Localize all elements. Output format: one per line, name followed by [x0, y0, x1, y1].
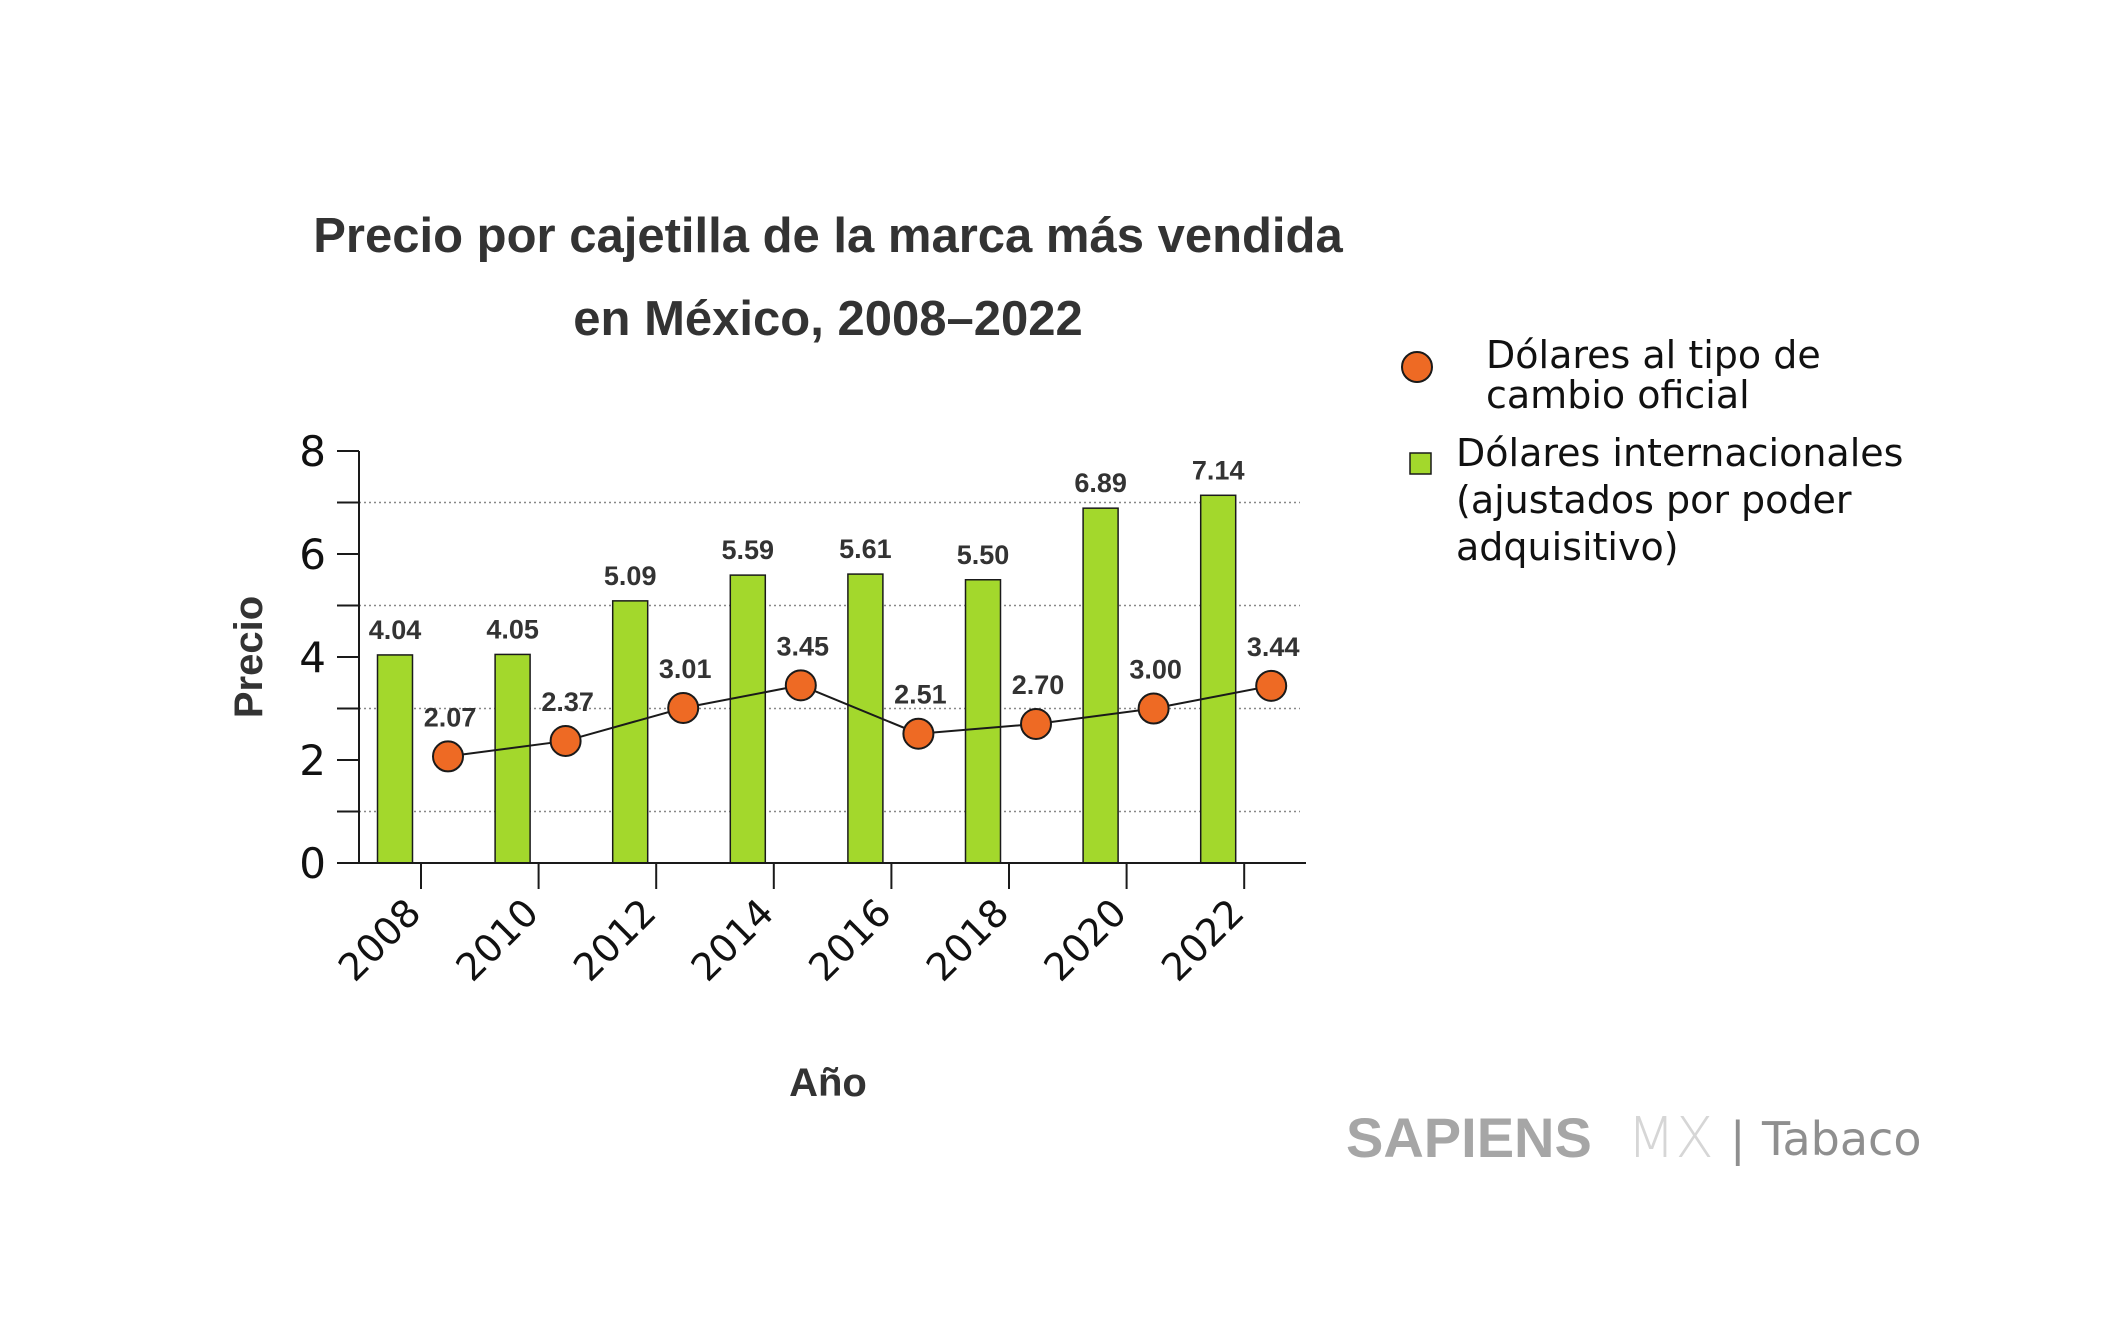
bar	[847, 573, 884, 864]
line-series	[432, 669, 1288, 773]
legend-label-international-line-1: Dólares internacionales	[1456, 431, 1903, 475]
y-tick-label: 0	[299, 839, 326, 888]
line-point	[432, 740, 464, 773]
bar	[376, 654, 414, 864]
bar	[729, 574, 767, 864]
bar	[1082, 507, 1119, 864]
point-value-label: 2.51	[894, 680, 947, 710]
brand-name: SAPIENS	[1346, 1106, 1592, 1169]
bar-value-label: 4.04	[369, 615, 422, 645]
bar-value-label: 5.09	[604, 561, 657, 591]
bar-value-label: 4.05	[486, 614, 539, 644]
bar	[611, 600, 649, 864]
bar-series	[376, 494, 1237, 864]
y-axis-title: Precio	[227, 596, 271, 718]
line-point	[667, 691, 700, 724]
x-tick-label: 2020	[1035, 890, 1135, 990]
legend-label-official-line-2: cambio oficial	[1486, 373, 1750, 417]
data-labels: 4.04 4.05 5.09 5.59 5.61 5.50 6.89 7.14 2.07 2.37…	[369, 455, 1300, 732]
x-axis-title: Año	[789, 1061, 867, 1105]
bar-value-label: 5.50	[957, 540, 1010, 570]
line-point	[902, 717, 935, 750]
x-tick-label: 2014	[683, 890, 783, 990]
legend-label-international-line-2: (ajustados por poder	[1456, 478, 1852, 522]
legend-marker-square-icon	[1409, 452, 1432, 475]
bar-value-label: 5.61	[839, 534, 892, 564]
y-tick-label: 2	[299, 736, 326, 785]
point-value-label: 2.37	[541, 687, 594, 717]
point-value-label: 3.00	[1129, 655, 1182, 685]
line-point	[1020, 707, 1052, 740]
point-value-label: 3.45	[777, 631, 830, 661]
line-point	[1255, 669, 1288, 702]
bar-value-label: 5.59	[722, 535, 775, 565]
point-value-label: 3.01	[659, 654, 712, 684]
line-point	[1137, 692, 1170, 725]
bar	[1199, 494, 1237, 864]
bar	[494, 653, 531, 864]
line-point	[784, 669, 817, 702]
bar-value-label: 6.89	[1074, 468, 1127, 498]
point-value-label: 2.70	[1012, 670, 1065, 700]
y-tick-label: 4	[299, 633, 326, 682]
y-tick-label: 8	[299, 427, 326, 476]
x-tick-label: 2008	[330, 890, 430, 990]
series-line	[447, 684, 1272, 758]
x-tick-label: 2022	[1153, 890, 1253, 990]
legend-label-international-line-3: adquisitivo)	[1456, 525, 1679, 569]
brand-section: Tabaco	[1761, 1112, 1922, 1166]
legend-marker-circle-icon	[1401, 351, 1433, 383]
bar	[964, 579, 1002, 864]
x-tick-label: 2018	[918, 890, 1018, 990]
brand-separator: |	[1730, 1112, 1746, 1167]
brand-suffix: MX	[1627, 1106, 1714, 1171]
line-point	[549, 724, 582, 757]
chart-title-line-1: Precio por cajetilla de la marca más ven…	[313, 209, 1343, 263]
chart-title-line-2: en México, 2008–2022	[573, 292, 1082, 346]
bar-value-label: 7.14	[1192, 455, 1245, 485]
y-tick-label: 6	[299, 530, 326, 579]
x-tick-label: 2012	[565, 890, 665, 990]
point-value-label: 2.07	[424, 702, 477, 732]
x-tick-label: 2010	[447, 890, 547, 990]
x-tick-label: 2016	[800, 890, 900, 990]
legend: Dólares al tipo de cambio oficial Dólare…	[1401, 333, 1903, 569]
point-value-label: 3.44	[1247, 632, 1300, 662]
branding-footer: SAPIENS MX | Tabaco	[1346, 1106, 1922, 1171]
legend-label-official-line-1: Dólares al tipo de	[1486, 333, 1821, 377]
